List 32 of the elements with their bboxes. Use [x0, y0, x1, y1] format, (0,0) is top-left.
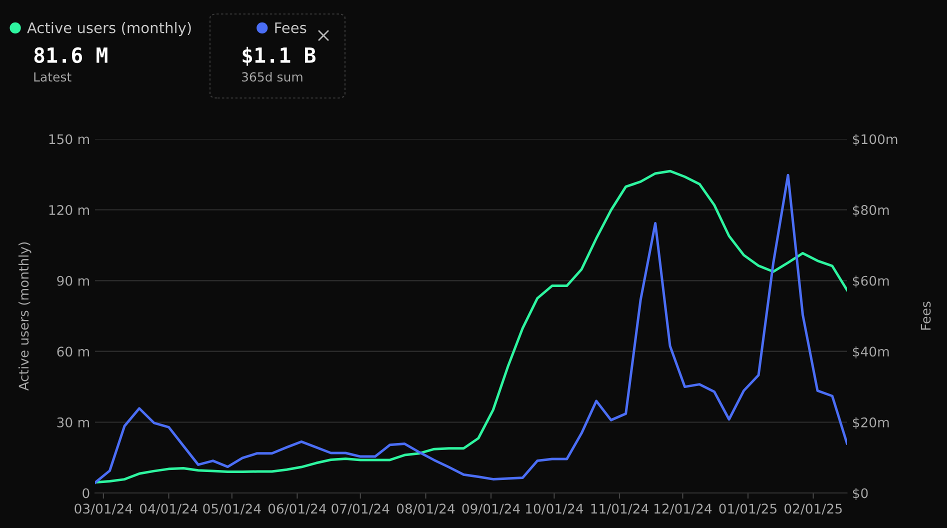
x-tick-label: 07/01/24	[332, 504, 390, 515]
x-tick-label: 12/01/24	[654, 504, 712, 515]
y-tick-label: 90 m	[57, 276, 90, 286]
x-tick-label: 03/01/24	[74, 504, 132, 515]
y2-tick-label: $60m	[852, 276, 889, 288]
x-tick-label: 08/01/24	[396, 504, 455, 515]
y2-axis-title: Fees	[920, 302, 931, 330]
text: $1.1 B	[242, 46, 316, 66]
y2-tick-label: $100m	[852, 134, 898, 146]
x-tick-label: 01/01/25	[719, 504, 776, 515]
x-tick-label: 05/01/24	[203, 504, 261, 515]
y-tick-label: 120 m	[49, 205, 90, 215]
y2-tick-label: $40m	[852, 346, 889, 358]
x-tick-label: 02/01/25	[784, 504, 842, 515]
text: 81.6 M	[34, 47, 108, 64]
x-tick-label: 04/01/24	[140, 504, 198, 515]
x-tick-label: 10/01/24	[526, 504, 584, 515]
y2-tick-label: $0	[852, 488, 868, 500]
y-tick-label: 60 m	[57, 346, 90, 357]
y-tick-label: 150 m	[49, 134, 90, 144]
y-tick-label: 30 m	[57, 417, 90, 428]
legend-label: Fees	[275, 22, 306, 34]
y-tick-label: 0	[82, 488, 90, 498]
legend-label: Active users (monthly)	[27, 22, 191, 36]
y2-tick-label: $80m	[852, 204, 889, 217]
text: 365d sum	[242, 72, 302, 82]
y2-tick-label: $20m	[852, 417, 889, 430]
x-tick-label: 09/01/24	[462, 504, 520, 515]
x-tick-label: 11/01/24	[591, 504, 648, 515]
text: Latest	[34, 72, 72, 82]
x-tick-label: 06/01/24	[268, 504, 326, 515]
y-axis-title: Active users (monthly)	[18, 242, 32, 391]
